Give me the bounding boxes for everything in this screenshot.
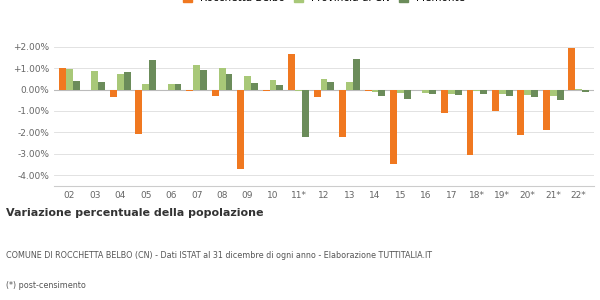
Bar [226, 74, 232, 90]
Bar [531, 90, 538, 97]
Bar [492, 90, 499, 111]
Bar [473, 90, 480, 91]
Bar [295, 90, 302, 91]
Bar [404, 90, 411, 99]
Bar [582, 90, 589, 92]
Bar [550, 90, 557, 96]
Bar [568, 48, 575, 90]
Bar [397, 90, 404, 93]
Bar [422, 90, 430, 93]
Bar [218, 68, 226, 90]
Bar [288, 54, 295, 90]
Bar [98, 82, 105, 90]
Bar [187, 90, 193, 91]
Bar [168, 84, 175, 90]
Bar [575, 88, 582, 90]
Bar [320, 79, 328, 90]
Bar [506, 90, 512, 96]
Bar [212, 90, 218, 96]
Bar [175, 84, 181, 90]
Bar [517, 90, 524, 135]
Text: Variazione percentuale della popolazione: Variazione percentuale della popolazione [6, 208, 263, 218]
Bar [117, 74, 124, 90]
Bar [524, 90, 531, 95]
Bar [269, 80, 277, 90]
Bar [390, 90, 397, 164]
Bar [441, 90, 448, 113]
Bar [543, 90, 550, 130]
Bar [353, 58, 360, 90]
Bar [371, 90, 379, 92]
Bar [448, 90, 455, 94]
Bar [480, 90, 487, 94]
Bar [379, 90, 385, 96]
Bar [124, 72, 131, 90]
Bar [467, 90, 473, 155]
Bar [149, 60, 156, 90]
Text: (*) post-censimento: (*) post-censimento [6, 281, 86, 290]
Bar [328, 82, 334, 90]
Bar [263, 90, 269, 91]
Bar [251, 83, 258, 90]
Bar [499, 90, 506, 94]
Text: COMUNE DI ROCCHETTA BELBO (CN) - Dati ISTAT al 31 dicembre di ogni anno - Elabor: COMUNE DI ROCCHETTA BELBO (CN) - Dati IS… [6, 251, 432, 260]
Bar [136, 90, 142, 134]
Bar [244, 76, 251, 90]
Bar [277, 85, 283, 90]
Bar [91, 71, 98, 90]
Bar [110, 90, 117, 97]
Bar [302, 90, 309, 137]
Bar [73, 81, 80, 90]
Legend: Rocchetta Belbo, Provincia di CN, Piemonte: Rocchetta Belbo, Provincia di CN, Piemon… [183, 0, 465, 3]
Bar [142, 84, 149, 90]
Bar [346, 82, 353, 90]
Bar [430, 90, 436, 94]
Bar [193, 65, 200, 90]
Bar [59, 68, 66, 90]
Bar [557, 90, 563, 100]
Bar [200, 70, 207, 90]
Bar [339, 90, 346, 137]
Bar [66, 69, 73, 90]
Bar [237, 90, 244, 169]
Bar [455, 90, 461, 95]
Bar [314, 90, 320, 97]
Bar [365, 90, 371, 91]
